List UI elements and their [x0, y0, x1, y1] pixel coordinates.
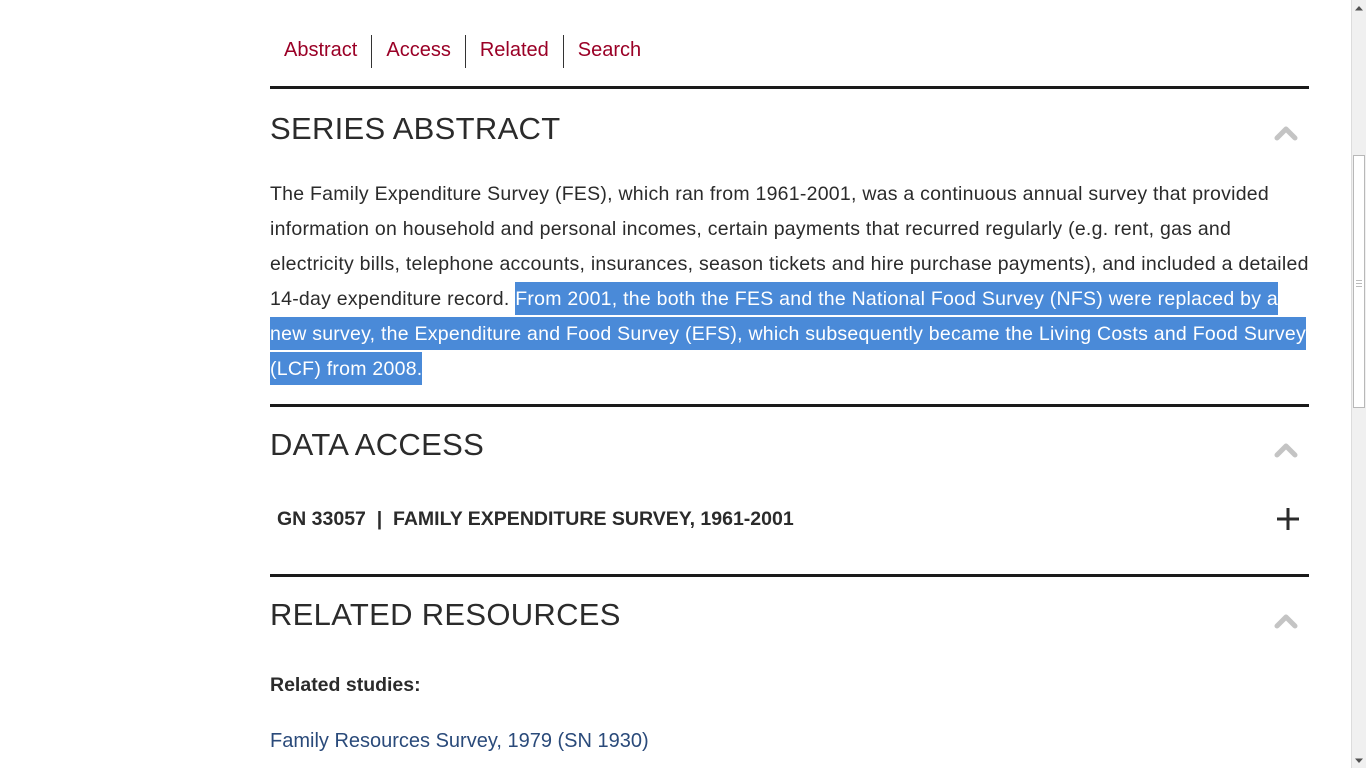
- scroll-thumb[interactable]: [1353, 155, 1365, 408]
- data-access-title: DATA ACCESS: [270, 427, 485, 462]
- tab-related[interactable]: Related: [464, 34, 563, 68]
- scroll-down-arrow-icon[interactable]: [1352, 753, 1366, 768]
- abstract-text-plain: The Family Expenditure Survey (FES), whi…: [270, 183, 1309, 310]
- study-access-row[interactable]: GN 33057 | FAMILY EXPENDITURE SURVEY, 19…: [277, 503, 1302, 535]
- related-studies-heading: Related studies:: [270, 674, 421, 696]
- scroll-grip-icon: [1356, 280, 1362, 287]
- related-study-link[interactable]: Family Resources Survey, 1979 (SN 1930): [270, 730, 649, 752]
- data-access-section: DATA ACCESS GN 33057 | FAMILY EXPENDITUR…: [270, 404, 1309, 577]
- tab-search[interactable]: Search: [562, 34, 655, 68]
- collapse-related-icon[interactable]: [1273, 612, 1299, 630]
- related-resources-section: RELATED RESOURCES Related studies: Famil…: [270, 574, 1309, 768]
- related-resources-title: RELATED RESOURCES: [270, 597, 621, 632]
- tab-abstract[interactable]: Abstract: [284, 38, 358, 61]
- series-abstract-title: SERIES ABSTRACT: [270, 111, 561, 146]
- series-abstract-section: SERIES ABSTRACT The Family Expenditure S…: [270, 86, 1309, 407]
- study-label: GN 33057 | FAMILY EXPENDITURE SURVEY, 19…: [277, 507, 794, 530]
- plus-icon[interactable]: [1274, 505, 1302, 533]
- series-abstract-text: The Family Expenditure Survey (FES), whi…: [270, 177, 1309, 387]
- section-tabs: Abstract Access Related Search: [270, 34, 655, 68]
- tab-access[interactable]: Access: [371, 34, 464, 68]
- scroll-up-arrow-icon[interactable]: [1352, 0, 1366, 15]
- collapse-abstract-icon[interactable]: [1273, 124, 1299, 142]
- vertical-scrollbar[interactable]: [1351, 0, 1366, 768]
- collapse-access-icon[interactable]: [1273, 441, 1299, 459]
